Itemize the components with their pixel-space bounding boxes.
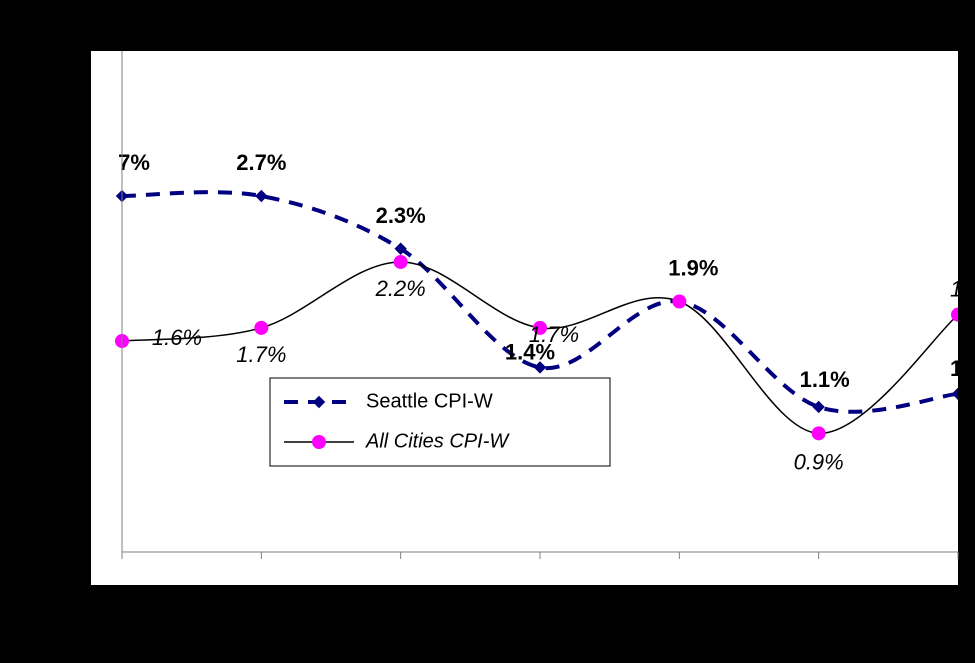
data-label: 1.1% bbox=[800, 367, 850, 392]
legend-label: All Cities CPI-W bbox=[365, 430, 510, 452]
series-1-marker bbox=[812, 427, 825, 440]
data-label: 2.3% bbox=[376, 203, 426, 228]
data-label: 2.7% bbox=[236, 150, 286, 175]
cpi-line-chart: 7%2.7%2.3%1.4%1.9%1.1%1.21.6%1.7%2.2%1.7… bbox=[0, 0, 975, 663]
data-label: 7% bbox=[118, 150, 150, 175]
data-label: 1.9% bbox=[668, 256, 718, 281]
data-label: 1.7% bbox=[236, 342, 286, 367]
series-1-marker bbox=[255, 321, 268, 334]
series-1-marker bbox=[394, 255, 407, 268]
data-label: 0.9% bbox=[794, 449, 844, 474]
legend: Seattle CPI-W All Cities CPI-W bbox=[270, 378, 610, 466]
plot-area bbox=[91, 51, 958, 585]
legend-label: Seattle CPI-W bbox=[366, 390, 493, 412]
data-label: 1.7% bbox=[529, 322, 579, 347]
data-label: 1.6% bbox=[152, 325, 202, 350]
data-label: 2.2% bbox=[375, 276, 426, 301]
series-1-marker bbox=[673, 295, 686, 308]
